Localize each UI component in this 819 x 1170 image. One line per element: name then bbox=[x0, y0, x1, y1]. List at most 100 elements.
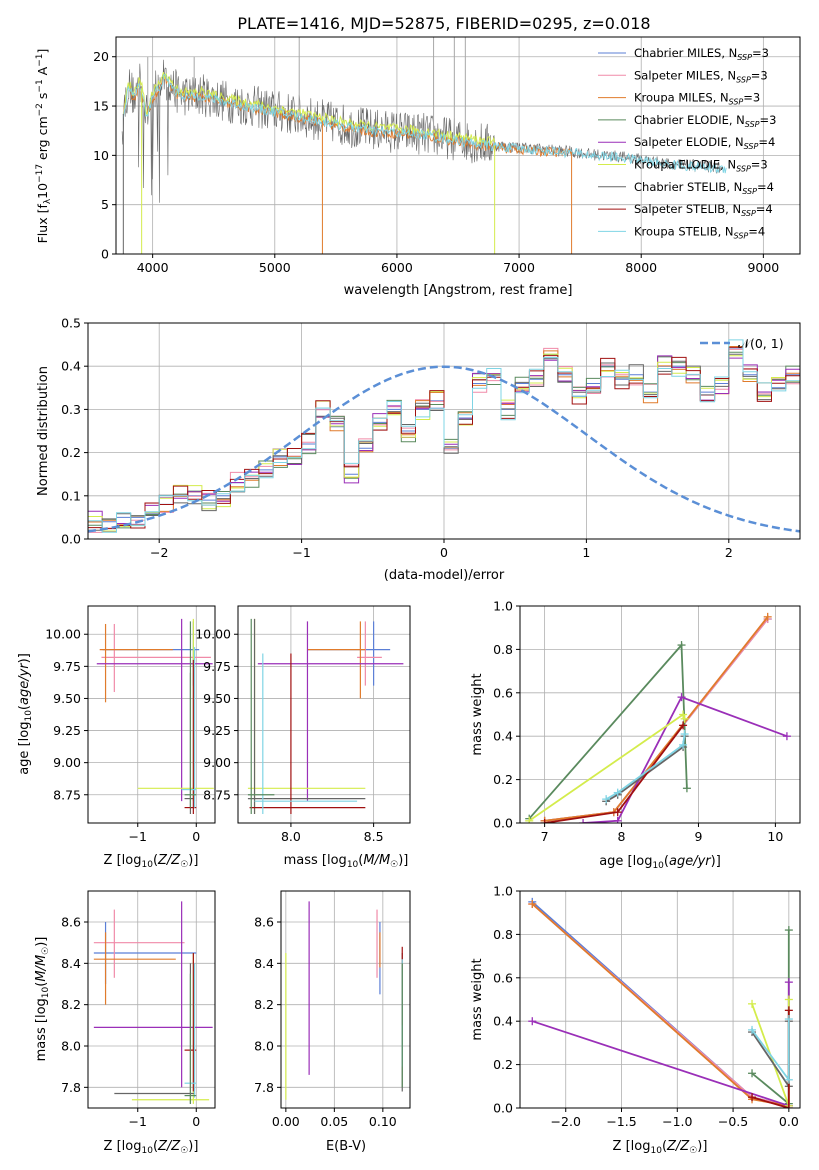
y-tick-label: 0.0 bbox=[493, 816, 513, 831]
x-tick-label: 8.0 bbox=[281, 829, 301, 844]
y-tick-label: 8.0 bbox=[254, 1039, 274, 1054]
x-tick-label: 10 bbox=[767, 829, 783, 844]
label-part: SSP bbox=[744, 142, 759, 151]
label-part: Kroupa STELIB, N bbox=[634, 224, 734, 238]
x-tick-label: 0.10 bbox=[369, 1114, 397, 1129]
label-part: M/M bbox=[363, 853, 390, 868]
label-part: ☉ bbox=[390, 860, 398, 870]
x-tick-label: 0.0 bbox=[779, 1114, 799, 1129]
y-tick-label: 0.2 bbox=[61, 445, 81, 460]
x-tick-label: 0.00 bbox=[272, 1114, 300, 1129]
label-part: ☉ bbox=[180, 1146, 188, 1156]
label-part: =3 bbox=[752, 46, 769, 60]
label-part: −1 bbox=[35, 54, 45, 67]
legend-label: Salpeter MILES, NSSP=3 bbox=[634, 68, 768, 84]
axis-label: age [log10(age/yr)] bbox=[17, 653, 34, 775]
label-part: Salpeter MILES, N bbox=[634, 68, 736, 82]
x-tick-label: 7000 bbox=[503, 260, 535, 275]
model-kroupa-elodie bbox=[122, 71, 496, 147]
plot-area bbox=[528, 897, 793, 1108]
x-tick-label: −1 bbox=[129, 829, 147, 844]
label-part: ( bbox=[664, 854, 669, 869]
label-part: Chabrier ELODIE, N bbox=[634, 113, 745, 127]
plot-area bbox=[285, 901, 403, 1100]
y-tick-label: 0.2 bbox=[493, 772, 513, 787]
legend-label: Salpeter ELODIE, NSSP=4 bbox=[634, 135, 775, 151]
label-part: SSP bbox=[737, 53, 752, 62]
model-kroupa-stelib bbox=[122, 74, 727, 174]
axis-label: age [log10(age/yr)] bbox=[599, 854, 721, 871]
label-part: Flux [f bbox=[35, 204, 50, 244]
y-tick-label: 8.75 bbox=[53, 787, 81, 802]
x-axis-label: (data-model)/error bbox=[384, 568, 505, 583]
label-part: =4 bbox=[748, 224, 765, 238]
y-tick-label: 0 bbox=[101, 247, 109, 262]
label-part: SSP bbox=[736, 75, 751, 84]
y-tick-label: 9.50 bbox=[53, 691, 81, 706]
label-part: )] bbox=[188, 853, 198, 868]
y-tick-label: 1.0 bbox=[493, 599, 513, 614]
label-part: =3 bbox=[743, 91, 760, 105]
x-tick-label: 0 bbox=[440, 545, 448, 560]
y-tick-label: 15 bbox=[93, 99, 109, 114]
x-tick-label: 7 bbox=[541, 829, 549, 844]
x-tick-label: 9000 bbox=[747, 260, 779, 275]
label-part: SSP bbox=[742, 187, 757, 196]
label-part: )] bbox=[697, 1139, 707, 1154]
histogram-step bbox=[88, 339, 800, 533]
plot-area bbox=[247, 618, 404, 815]
charts-layer: 4000 5000 6000 7000 8000 900005101520waveleng… bbox=[17, 36, 801, 1156]
axis-label: mass [log10(M/M☉)] bbox=[284, 853, 409, 870]
y-tick-label: 0.6 bbox=[493, 970, 513, 985]
legend-label: Kroupa ELODIE, NSSP=3 bbox=[634, 158, 768, 174]
y-tick-label: 9.75 bbox=[53, 659, 81, 674]
label-part: SSP bbox=[741, 209, 756, 218]
x-axis-label: E(B-V) bbox=[326, 1139, 366, 1154]
y-tick-label: 0.8 bbox=[493, 927, 513, 942]
y-tick-label: 0.0 bbox=[61, 532, 81, 547]
y-tick-label: 9.50 bbox=[203, 691, 231, 706]
axes-frame bbox=[237, 605, 411, 824]
grid bbox=[88, 891, 215, 1108]
x-tick-label: 6000 bbox=[381, 260, 413, 275]
plot-area bbox=[121, 37, 727, 254]
label-part: =3 bbox=[760, 113, 777, 127]
x-tick-label: −1.5 bbox=[606, 1114, 636, 1129]
label-part: ☉ bbox=[41, 947, 51, 955]
label-part: λ bbox=[43, 198, 53, 204]
x-tick-label: 0 bbox=[192, 1114, 200, 1129]
axes-frame bbox=[115, 36, 801, 255]
label-part: Salpeter ELODIE, N bbox=[634, 135, 744, 149]
label-part: Chabrier STELIB, N bbox=[634, 180, 742, 194]
x-tick-label: 2 bbox=[725, 545, 733, 560]
mass_vs_metallicity-panel: −1 07.88.08.28.48.6Z [log10(Z/Z☉)]mass [l… bbox=[34, 890, 216, 1156]
histogram-step bbox=[88, 346, 800, 530]
label-part: Kroupa MILES, N bbox=[634, 91, 729, 105]
label-part: mass [log bbox=[284, 853, 347, 868]
label-part: A bbox=[35, 66, 50, 79]
label-part: Z/Z bbox=[157, 1139, 181, 1154]
y-tick-label: 9.00 bbox=[53, 755, 81, 770]
label-part: =4 bbox=[757, 180, 774, 194]
label-part: age [log bbox=[17, 722, 32, 775]
label-part: −1 bbox=[35, 79, 45, 92]
y-tick-label: 20 bbox=[93, 49, 109, 64]
y-tick-label: 8.2 bbox=[254, 997, 274, 1012]
x-tick-label: 4000 bbox=[137, 260, 169, 275]
label-part: SSP bbox=[745, 120, 760, 129]
label-part: SSP bbox=[734, 231, 749, 240]
label-part: 10 bbox=[652, 861, 664, 871]
label-part: Z [log bbox=[104, 853, 142, 868]
label-part: mass [log bbox=[34, 998, 49, 1061]
axes-frame bbox=[519, 890, 801, 1109]
legend-label: Kroupa MILES, NSSP=3 bbox=[634, 91, 760, 107]
label-part: −2 bbox=[35, 103, 45, 116]
axis-label: Z [log10(Z/Z☉)] bbox=[613, 1139, 708, 1156]
label-part: M/M bbox=[34, 955, 49, 982]
y-tick-label: 7.8 bbox=[254, 1080, 274, 1095]
y-tick-label: 0.4 bbox=[61, 359, 81, 374]
label-part: ( bbox=[153, 853, 158, 868]
label-part: erg cm bbox=[35, 116, 50, 164]
plot-area bbox=[93, 901, 213, 1104]
